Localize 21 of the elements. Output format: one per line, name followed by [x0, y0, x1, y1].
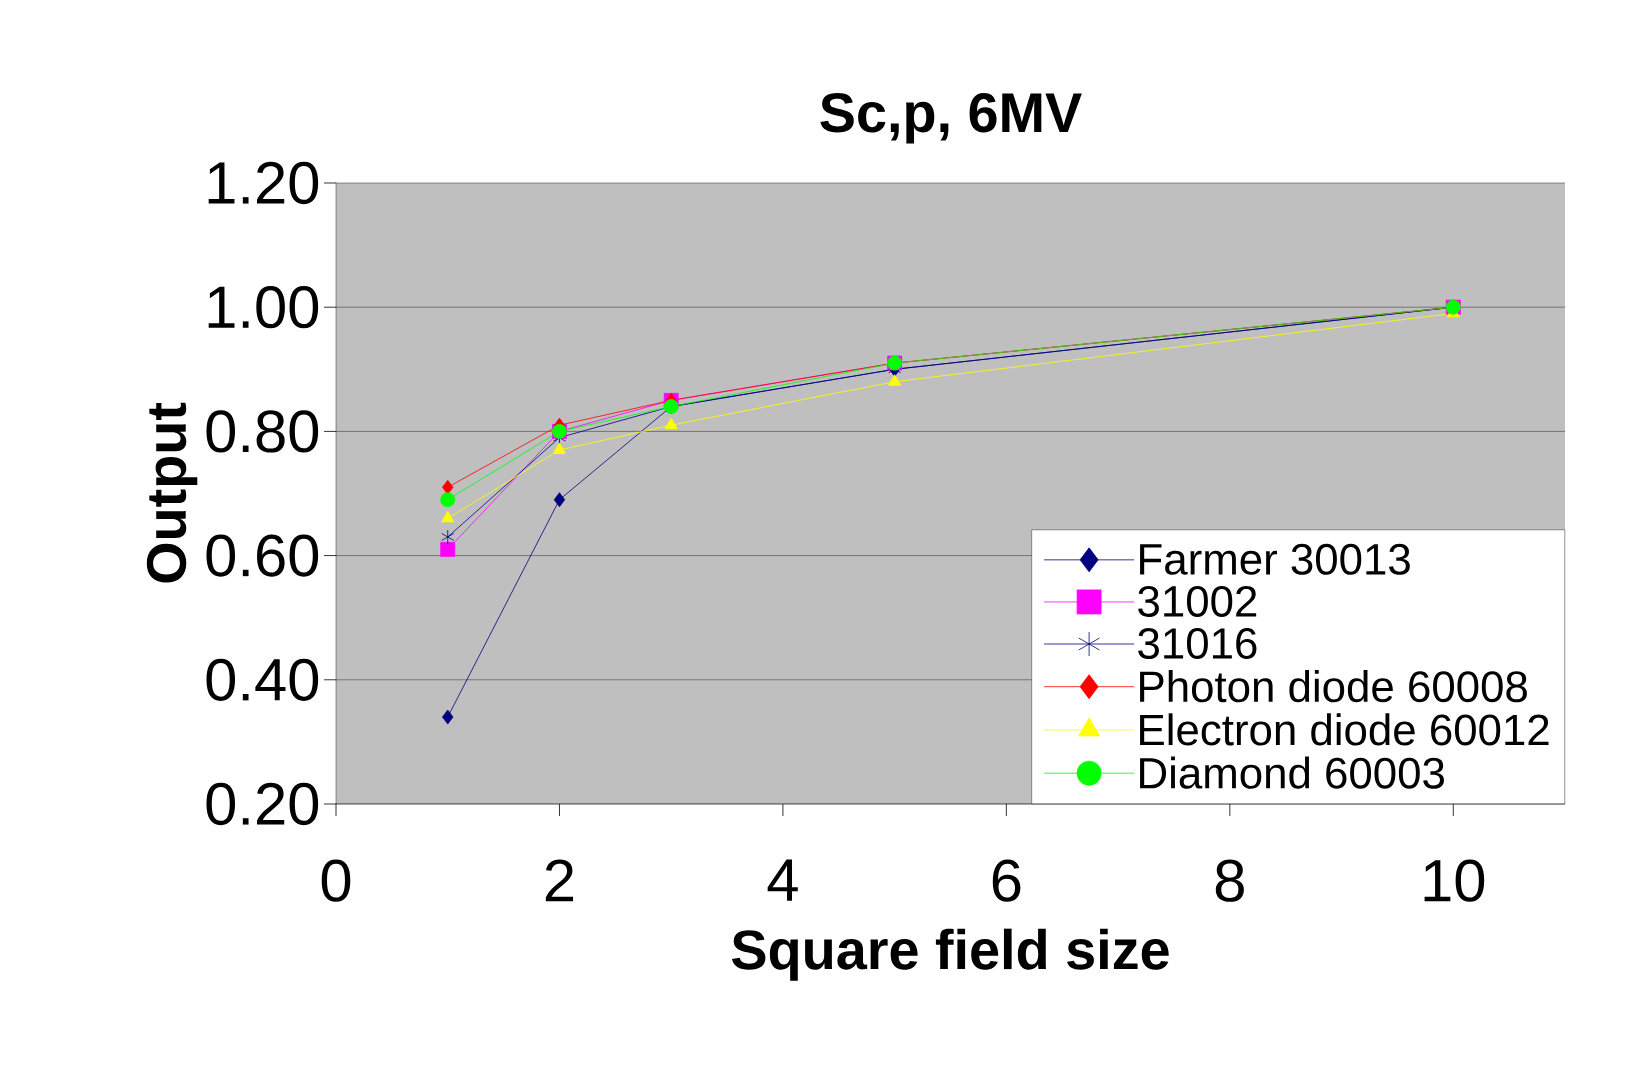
legend-label: 31016	[1138, 627, 1257, 659]
legend-label: Photon diode 60008	[1140, 670, 1527, 703]
y-tick-label: 0.80	[206, 410, 319, 453]
legend-label: Diamond 60003	[1140, 756, 1444, 789]
y-tick-label: 1.00	[208, 286, 319, 329]
y-tick-label: 0.60	[206, 534, 319, 577]
x-tick-label: 0	[321, 859, 351, 902]
x-tick-label: 6	[992, 859, 1021, 902]
x-tick-label: 8	[1215, 859, 1244, 902]
legend-label: Electron diode 60012	[1140, 713, 1549, 746]
x-tick-label: 10	[1424, 859, 1485, 902]
y-tick-label: 0.20	[206, 782, 319, 826]
x-axis-title: Square field size	[731, 928, 1169, 981]
x-tick-label: 4	[767, 859, 798, 901]
y-axis-title: Output	[146, 402, 198, 583]
legend-label: 31002	[1138, 585, 1257, 617]
chart-title: Sc,p, 6MV	[820, 92, 1082, 144]
y-tick-label: 1.20	[208, 161, 319, 205]
y-tick-label: 0.40	[206, 658, 319, 701]
legend-label: Farmer 30013	[1140, 543, 1410, 575]
x-tick-label: 2	[545, 859, 574, 902]
